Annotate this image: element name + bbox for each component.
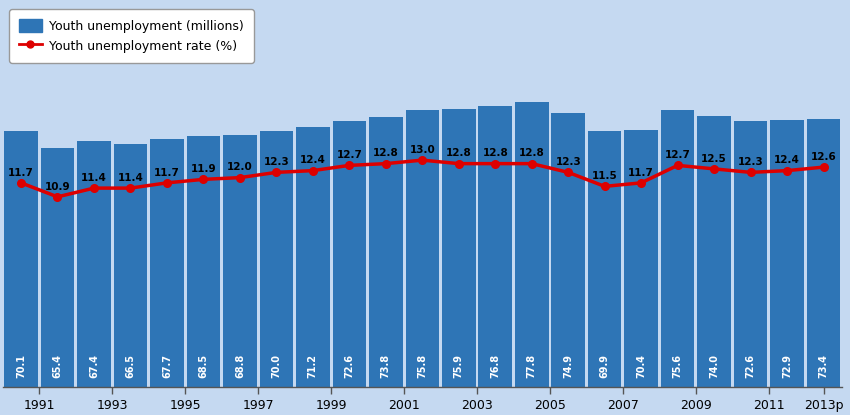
- Text: 11.7: 11.7: [628, 168, 654, 178]
- Text: 75.9: 75.9: [454, 354, 464, 378]
- Text: 73.8: 73.8: [381, 354, 391, 378]
- Text: 65.4: 65.4: [53, 354, 63, 378]
- Text: 67.7: 67.7: [162, 354, 172, 378]
- Text: 12.3: 12.3: [555, 157, 581, 167]
- Text: 12.3: 12.3: [738, 157, 763, 167]
- Text: 10.9: 10.9: [45, 182, 71, 192]
- Bar: [41, 148, 74, 388]
- Bar: [807, 119, 841, 388]
- Text: 11.7: 11.7: [8, 168, 34, 178]
- Bar: [296, 127, 330, 388]
- Text: 11.4: 11.4: [81, 173, 107, 183]
- Text: 70.1: 70.1: [16, 354, 26, 378]
- Text: 70.4: 70.4: [636, 354, 646, 378]
- Bar: [442, 110, 475, 388]
- Bar: [114, 144, 147, 388]
- Bar: [223, 135, 257, 388]
- Text: 12.3: 12.3: [264, 157, 289, 167]
- Bar: [479, 106, 512, 388]
- Bar: [588, 132, 621, 388]
- Text: 75.6: 75.6: [672, 354, 683, 378]
- Text: 75.8: 75.8: [417, 354, 428, 378]
- Text: 74.9: 74.9: [564, 354, 573, 378]
- Legend: Youth unemployment (millions), Youth unemployment rate (%): Youth unemployment (millions), Youth une…: [9, 9, 254, 63]
- Bar: [332, 122, 366, 388]
- Text: 12.7: 12.7: [337, 150, 362, 160]
- Bar: [552, 113, 585, 388]
- Text: 12.4: 12.4: [300, 155, 326, 165]
- Bar: [77, 141, 110, 388]
- Text: 12.6: 12.6: [811, 152, 836, 162]
- Bar: [660, 110, 694, 388]
- Text: 12.5: 12.5: [701, 154, 727, 164]
- Bar: [625, 129, 658, 388]
- Text: 73.4: 73.4: [819, 354, 829, 378]
- Bar: [4, 131, 37, 388]
- Bar: [259, 131, 293, 388]
- Bar: [697, 116, 731, 388]
- Text: 69.9: 69.9: [600, 354, 609, 378]
- Text: 66.5: 66.5: [126, 354, 135, 378]
- Bar: [187, 137, 220, 388]
- Text: 13.0: 13.0: [410, 145, 435, 155]
- Bar: [150, 139, 184, 388]
- Text: 11.7: 11.7: [154, 168, 180, 178]
- Text: 72.9: 72.9: [782, 354, 792, 378]
- Text: 12.7: 12.7: [665, 150, 690, 160]
- Text: 11.5: 11.5: [592, 171, 618, 181]
- Text: 11.4: 11.4: [117, 173, 144, 183]
- Text: 74.0: 74.0: [709, 354, 719, 378]
- Text: 12.4: 12.4: [774, 155, 800, 165]
- Text: 76.8: 76.8: [490, 354, 501, 378]
- Text: 11.9: 11.9: [190, 164, 216, 174]
- Bar: [405, 110, 439, 388]
- Bar: [515, 103, 548, 388]
- Text: 68.8: 68.8: [235, 354, 245, 378]
- Text: 12.8: 12.8: [518, 149, 545, 159]
- Text: 72.6: 72.6: [344, 354, 354, 378]
- Text: 12.8: 12.8: [482, 149, 508, 159]
- Text: 70.0: 70.0: [271, 354, 281, 378]
- Bar: [369, 117, 403, 388]
- Text: 72.6: 72.6: [745, 354, 756, 378]
- Text: 68.5: 68.5: [198, 354, 208, 378]
- Text: 12.8: 12.8: [373, 149, 399, 159]
- Text: 12.0: 12.0: [227, 162, 252, 172]
- Text: 67.4: 67.4: [89, 354, 99, 378]
- Text: 71.2: 71.2: [308, 354, 318, 378]
- Bar: [734, 122, 768, 388]
- Text: 12.8: 12.8: [446, 149, 472, 159]
- Text: 77.8: 77.8: [527, 354, 536, 378]
- Bar: [770, 120, 804, 388]
